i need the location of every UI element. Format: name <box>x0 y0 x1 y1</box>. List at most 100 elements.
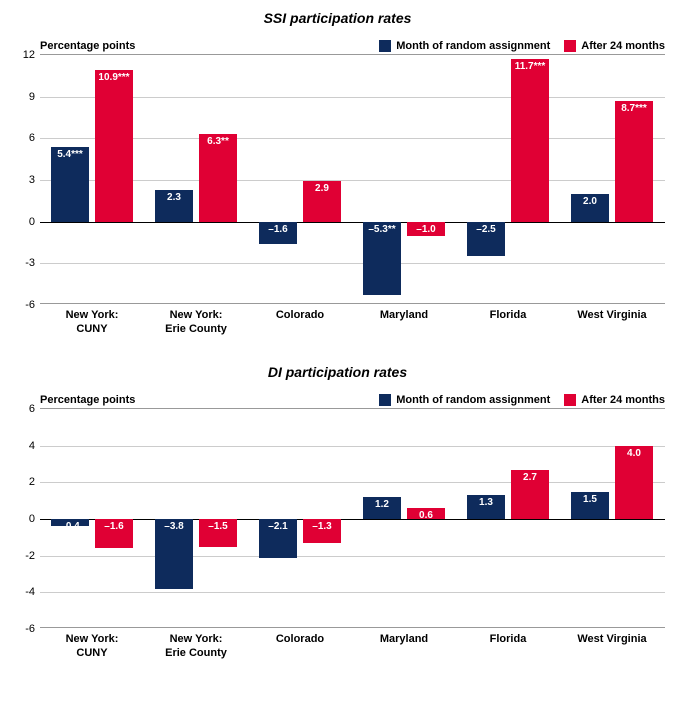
category-label: New York: CUNY <box>40 627 144 661</box>
bar-value-label: –2.5 <box>474 224 497 235</box>
bar-value-label: –2.1 <box>266 521 289 532</box>
bar-value-label: –1.6 <box>266 224 289 235</box>
bar-value-label: 0.6 <box>417 510 435 521</box>
grid-line <box>40 446 665 447</box>
bar-b: –1.0 <box>407 222 445 236</box>
chart-title: SSI participation rates <box>0 0 675 30</box>
category-label: New York: Erie County <box>144 627 248 661</box>
bar-b: 2.9 <box>303 181 341 221</box>
y-tick-label: 4 <box>29 440 40 452</box>
bar-a: 1.2 <box>363 497 401 519</box>
legend-label: After 24 months <box>581 40 665 52</box>
y-tick-label: 2 <box>29 476 40 488</box>
bar-value-label: –0.4 <box>58 521 81 532</box>
bar-value-label: 6.3** <box>205 136 231 147</box>
y-tick-label: 12 <box>23 49 40 61</box>
category-label: New York: Erie County <box>144 303 248 337</box>
y-tick-label: 3 <box>29 174 40 186</box>
grid-line <box>40 97 665 98</box>
y-axis-label: Percentage points <box>40 394 135 406</box>
zero-line <box>40 222 665 223</box>
chart-title: DI participation rates <box>0 354 675 384</box>
bar-value-label: 2.3 <box>165 192 183 203</box>
y-tick-label: 9 <box>29 91 40 103</box>
bar-a: 1.3 <box>467 495 505 519</box>
bar-a: –1.6 <box>259 222 297 244</box>
bar-value-label: 2.0 <box>581 196 599 207</box>
legend-item-a: Month of random assignment <box>379 40 550 52</box>
grid-line <box>40 263 665 264</box>
y-tick-label: -2 <box>25 550 40 562</box>
bar-b: 0.6 <box>407 508 445 519</box>
legend-item-a: Month of random assignment <box>379 394 550 406</box>
bar-value-label: 1.2 <box>373 499 391 510</box>
bar-b: 2.7 <box>511 470 549 520</box>
y-tick-label: 6 <box>29 403 40 415</box>
bar-value-label: –1.5 <box>206 521 229 532</box>
bar-value-label: 11.7*** <box>513 61 548 72</box>
category-label: West Virginia <box>560 627 664 647</box>
y-tick-label: -6 <box>25 299 40 311</box>
bar-a: –2.5 <box>467 222 505 257</box>
grid-line <box>40 138 665 139</box>
bar-a: 2.0 <box>571 194 609 222</box>
category-label: Maryland <box>352 627 456 647</box>
legend-item-b: After 24 months <box>564 40 665 52</box>
bar-b: 10.9*** <box>95 70 133 221</box>
legend: Month of random assignment After 24 month… <box>379 40 665 52</box>
category-label: New York: CUNY <box>40 303 144 337</box>
bar-a: –2.1 <box>259 519 297 558</box>
grid-line <box>40 482 665 483</box>
legend-swatch <box>564 40 576 52</box>
legend-label: Month of random assignment <box>396 40 550 52</box>
bar-value-label: 5.4*** <box>55 149 85 160</box>
y-tick-label: -4 <box>25 586 40 598</box>
bar-value-label: –1.3 <box>310 521 333 532</box>
legend-swatch <box>379 40 391 52</box>
bar-value-label: –5.3** <box>366 224 397 235</box>
bar-value-label: 2.9 <box>313 183 331 194</box>
legend: Month of random assignment After 24 month… <box>379 394 665 406</box>
legend-swatch <box>564 394 576 406</box>
category-label: Florida <box>456 303 560 323</box>
bar-value-label: –1.0 <box>414 224 437 235</box>
y-tick-label: 0 <box>29 216 40 228</box>
bar-a: 2.3 <box>155 190 193 222</box>
grid-line <box>40 180 665 181</box>
bar-b: 8.7*** <box>615 101 653 222</box>
ssi-chart: SSI participation rates Percentage points… <box>0 0 675 354</box>
y-tick-label: 0 <box>29 513 40 525</box>
category-label: Maryland <box>352 303 456 323</box>
plot-area: -6-4-20246–0.4–1.6New York: CUNY–3.8–1.5… <box>40 408 665 628</box>
legend-label: Month of random assignment <box>396 394 550 406</box>
grid-line <box>40 556 665 557</box>
y-tick-label: 6 <box>29 132 40 144</box>
category-label: Colorado <box>248 627 352 647</box>
bar-value-label: 1.5 <box>581 494 599 505</box>
legend-item-b: After 24 months <box>564 394 665 406</box>
bar-value-label: 8.7*** <box>619 103 649 114</box>
di-chart: DI participation rates Percentage points M… <box>0 354 675 678</box>
legend-swatch <box>379 394 391 406</box>
bar-a: –3.8 <box>155 519 193 589</box>
plot-area: -6-30369125.4***10.9***New York: CUNY2.3… <box>40 54 665 304</box>
grid-line <box>40 592 665 593</box>
bar-value-label: –1.6 <box>102 521 125 532</box>
bar-value-label: 10.9*** <box>96 72 131 83</box>
bar-value-label: –3.8 <box>162 521 185 532</box>
bar-value-label: 2.7 <box>521 472 539 483</box>
bar-b: –1.6 <box>95 519 133 548</box>
bar-a: 5.4*** <box>51 147 89 222</box>
bar-b: –1.5 <box>199 519 237 547</box>
category-label: West Virginia <box>560 303 664 323</box>
category-label: Colorado <box>248 303 352 323</box>
bar-b: 4.0 <box>615 446 653 519</box>
category-label: Florida <box>456 627 560 647</box>
y-axis-label: Percentage points <box>40 40 135 52</box>
bar-value-label: 1.3 <box>477 497 495 508</box>
legend-label: After 24 months <box>581 394 665 406</box>
bar-b: 6.3** <box>199 134 237 222</box>
bar-a: –0.4 <box>51 519 89 526</box>
zero-line <box>40 519 665 520</box>
y-tick-label: -3 <box>25 257 40 269</box>
